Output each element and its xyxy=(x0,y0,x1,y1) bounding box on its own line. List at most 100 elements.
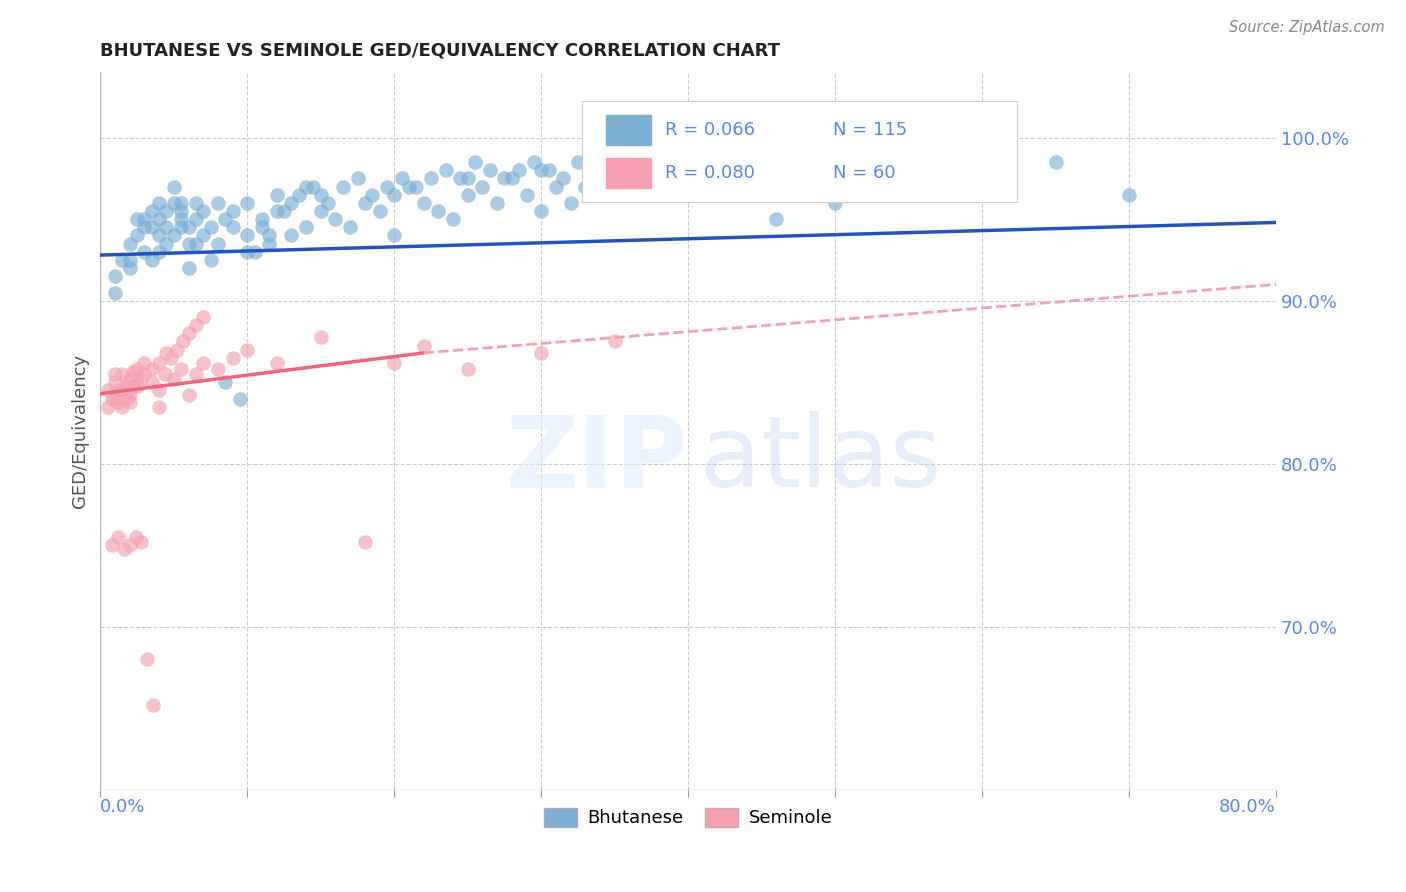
FancyBboxPatch shape xyxy=(582,101,1018,202)
Point xyxy=(111,400,134,414)
Point xyxy=(148,384,170,398)
Point xyxy=(582,163,605,178)
Point xyxy=(193,228,215,243)
Point xyxy=(236,228,259,243)
Point xyxy=(339,220,361,235)
Point xyxy=(121,378,143,392)
Point xyxy=(266,356,288,370)
Point xyxy=(332,179,354,194)
Text: BHUTANESE VS SEMINOLE GED/EQUIVALENCY CORRELATION CHART: BHUTANESE VS SEMINOLE GED/EQUIVALENCY CO… xyxy=(100,42,780,60)
Text: N = 115: N = 115 xyxy=(832,120,907,139)
Point xyxy=(141,376,163,390)
Point xyxy=(214,212,236,227)
Point xyxy=(420,171,443,186)
Point xyxy=(391,171,413,186)
Point xyxy=(148,244,170,259)
Point xyxy=(111,252,134,267)
Point xyxy=(131,372,153,386)
Point xyxy=(115,392,138,406)
Point xyxy=(354,195,377,210)
Point xyxy=(170,195,193,210)
Point xyxy=(104,392,127,406)
Point xyxy=(107,394,129,409)
Point xyxy=(243,244,266,259)
Point xyxy=(250,220,273,235)
Point xyxy=(148,356,170,370)
Point xyxy=(398,179,420,194)
Point xyxy=(633,179,655,194)
Point xyxy=(325,212,347,227)
Point xyxy=(193,310,215,324)
Point xyxy=(765,212,787,227)
Point xyxy=(184,236,207,251)
Point xyxy=(1118,187,1140,202)
Point xyxy=(354,535,377,549)
Point xyxy=(229,392,252,406)
Point xyxy=(155,236,177,251)
Point xyxy=(501,171,523,186)
Point xyxy=(259,228,281,243)
Point xyxy=(508,163,530,178)
Point xyxy=(295,179,318,194)
Point xyxy=(221,220,243,235)
Point xyxy=(486,195,509,210)
Point xyxy=(280,228,302,243)
Text: ZIP: ZIP xyxy=(505,411,688,508)
Point xyxy=(457,362,479,376)
Point xyxy=(382,356,405,370)
Point xyxy=(134,367,156,381)
Point xyxy=(104,285,127,300)
Point xyxy=(266,187,288,202)
Point xyxy=(676,179,699,194)
Point xyxy=(221,204,243,219)
Point xyxy=(259,236,281,251)
Point xyxy=(207,362,229,376)
Point xyxy=(177,220,200,235)
Point xyxy=(97,384,120,398)
Point xyxy=(626,155,648,169)
Point xyxy=(166,343,188,357)
Point xyxy=(309,329,332,343)
Point xyxy=(104,367,127,381)
Point xyxy=(118,236,141,251)
Point xyxy=(101,538,124,552)
Point xyxy=(148,228,170,243)
Point xyxy=(375,179,398,194)
Point xyxy=(735,171,758,186)
Text: R = 0.080: R = 0.080 xyxy=(665,164,755,182)
Point xyxy=(136,652,159,666)
Point xyxy=(121,366,143,380)
Point xyxy=(553,171,575,186)
Point xyxy=(457,187,479,202)
Point xyxy=(163,228,186,243)
Text: R = 0.066: R = 0.066 xyxy=(665,120,755,139)
Point xyxy=(141,220,163,235)
Point xyxy=(111,384,134,398)
Text: 0.0%: 0.0% xyxy=(100,798,146,816)
Point xyxy=(236,244,259,259)
Point xyxy=(112,541,135,556)
Point xyxy=(141,362,163,376)
Point xyxy=(471,179,494,194)
Point xyxy=(97,400,120,414)
Point xyxy=(184,195,207,210)
Point xyxy=(134,220,156,235)
Point xyxy=(515,187,537,202)
Point xyxy=(457,171,479,186)
Point xyxy=(200,220,222,235)
Point xyxy=(530,346,553,360)
Point xyxy=(163,372,186,386)
Point xyxy=(523,155,546,169)
Point xyxy=(184,367,207,381)
Point xyxy=(193,204,215,219)
Text: Source: ZipAtlas.com: Source: ZipAtlas.com xyxy=(1229,20,1385,35)
Point xyxy=(619,171,641,186)
Point xyxy=(603,187,626,202)
Point xyxy=(824,195,846,210)
Point xyxy=(141,252,163,267)
Point xyxy=(405,179,427,194)
Point xyxy=(648,155,671,169)
Point xyxy=(177,236,200,251)
Point xyxy=(155,204,177,219)
Point xyxy=(287,187,309,202)
